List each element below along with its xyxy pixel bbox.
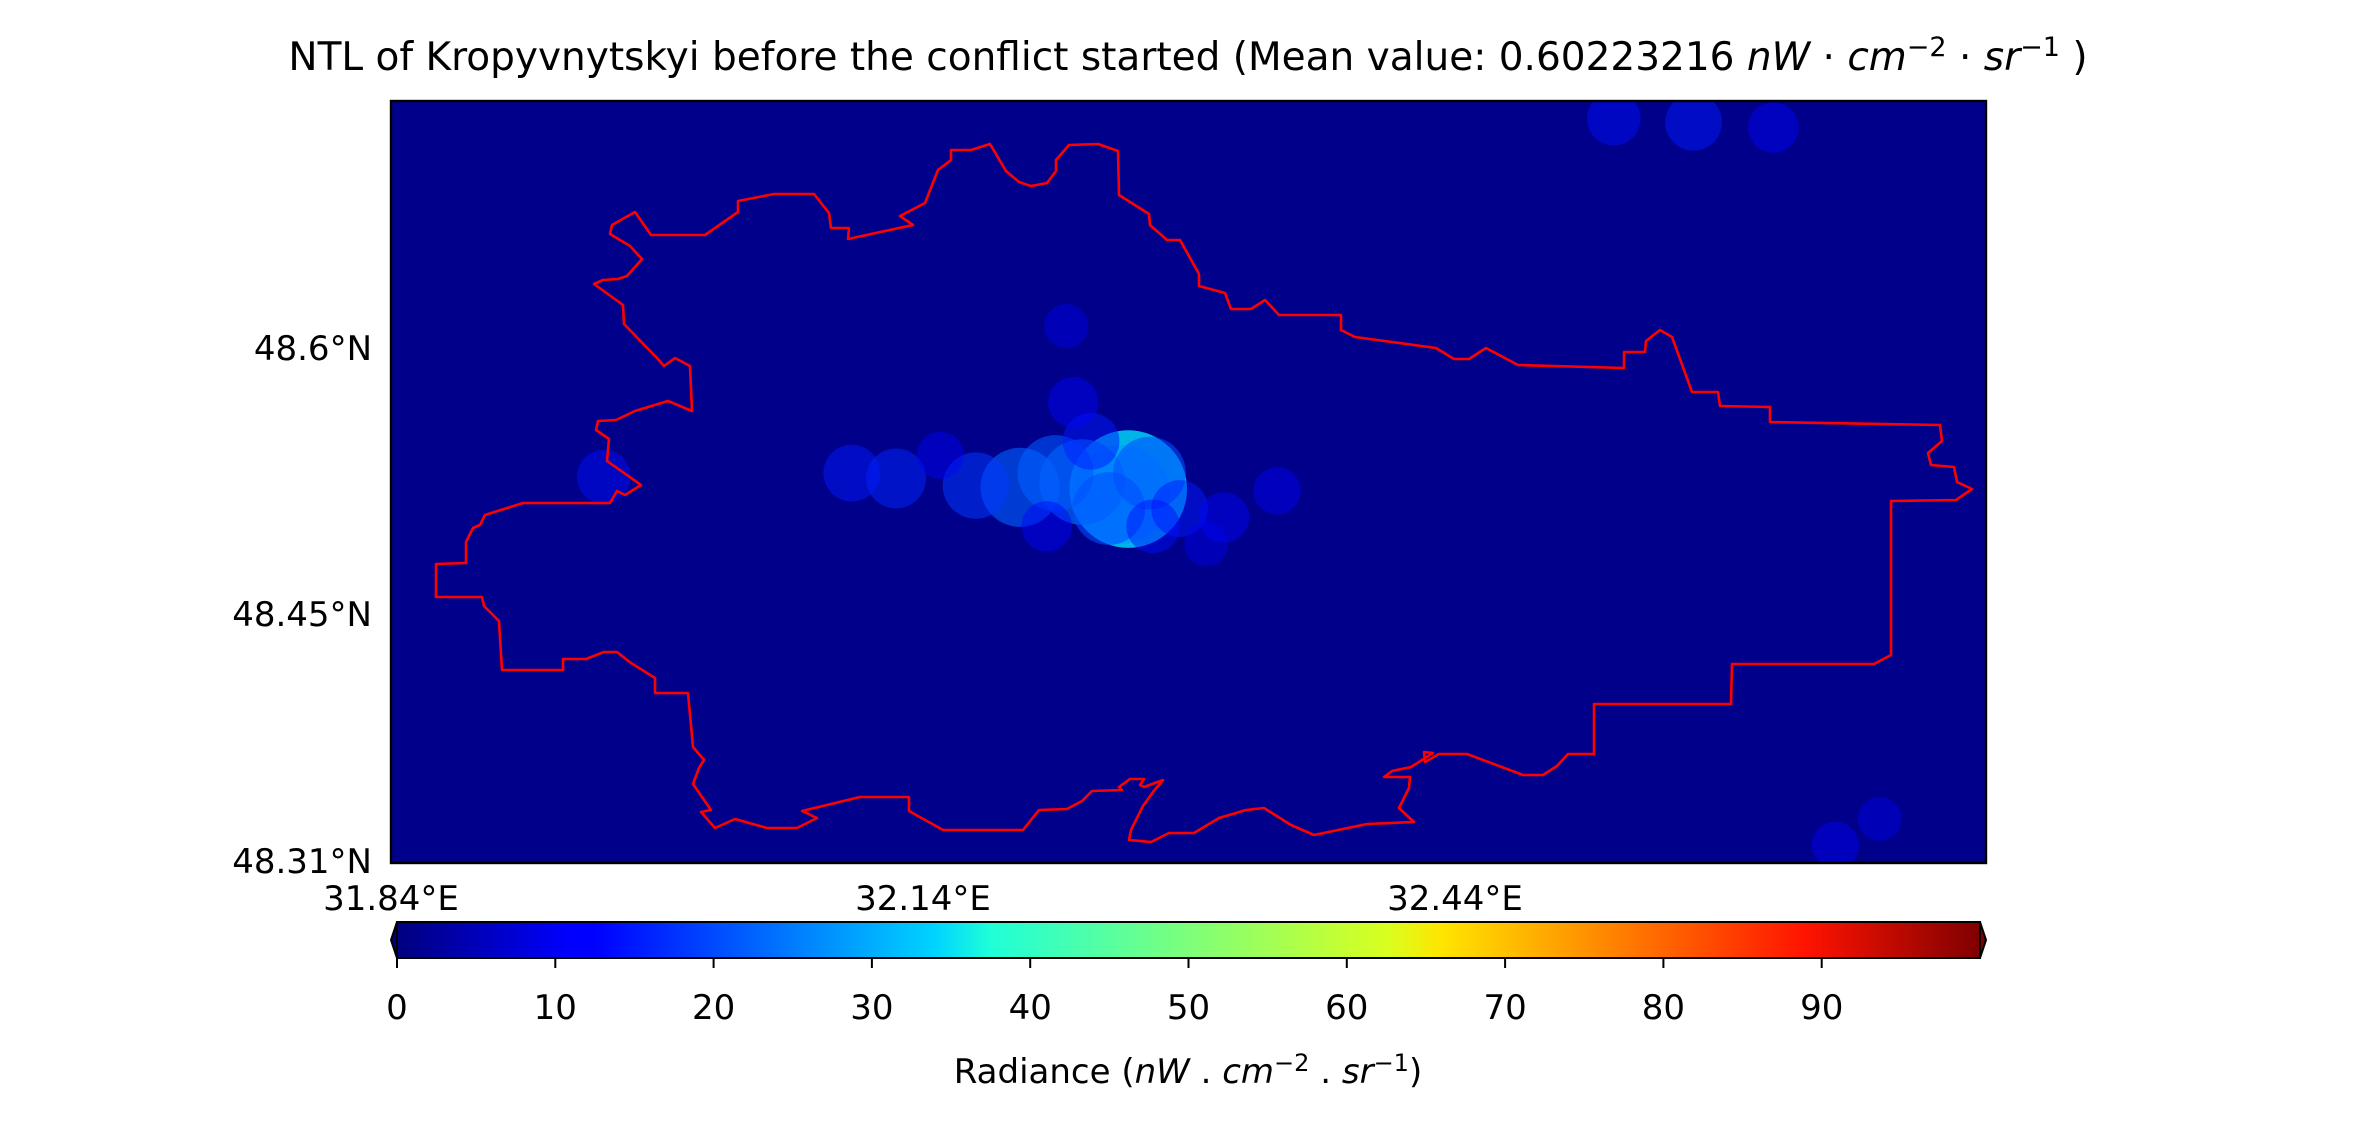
colorbar-label-suffix: ): [1409, 1052, 1422, 1092]
lat-label-48-31: 48.31°N: [232, 842, 372, 882]
title-dot-1: ·: [1810, 35, 1847, 80]
colorbar-tick-label: 40: [1009, 988, 1052, 1028]
lon-label-32-14: 32.14°E: [855, 879, 991, 919]
radiance-light-spot: [1198, 492, 1250, 543]
title-cm-exponent: −2: [1907, 32, 1947, 63]
colorbar-label-unit-sr: sr: [1342, 1052, 1376, 1092]
colorbar-label-sr-exponent: −1: [1374, 1049, 1409, 1077]
lat-label-48-45: 48.45°N: [232, 595, 372, 635]
colorbar-tick: 0: [386, 958, 408, 1028]
colorbar-tick: 40: [1009, 958, 1052, 1028]
colorbar-label-unit-cm: cm: [1222, 1052, 1274, 1092]
radiance-light-spot: [1126, 499, 1180, 554]
colorbar-label-cm-exponent: −2: [1274, 1049, 1309, 1077]
radiance-light-spot: [823, 444, 881, 502]
colorbar-label-unit-nw: nW: [1135, 1052, 1192, 1092]
title-prefix: NTL of Kropyvnytskyi before the conflict…: [288, 35, 1746, 80]
colorbar-gradient: [396, 921, 1981, 959]
radiance-light-spot: [866, 448, 927, 509]
colorbar-tick-label: 0: [386, 988, 408, 1028]
lat-label-48-6: 48.6°N: [254, 329, 372, 369]
radiance-light-spot: [1665, 101, 1722, 151]
radiance-light-spot: [1184, 522, 1229, 567]
radiance-light-spot: [1044, 304, 1089, 349]
colorbar-extend-high: [1979, 921, 1988, 959]
radiance-light-spot: [576, 449, 631, 504]
lon-label-32-44: 32.44°E: [1387, 879, 1523, 919]
colorbar-label-sep-1: .: [1190, 1052, 1222, 1092]
title-dot-2: ·: [1947, 35, 1984, 80]
radiance-light-spot: [1062, 412, 1120, 470]
colorbar-tick-label: 90: [1800, 988, 1843, 1028]
map-axes-frame: [389, 99, 1988, 865]
colorbar-tick-label: 50: [1167, 988, 1210, 1028]
radiance-light-spot: [1048, 377, 1099, 428]
colorbar-label: Radiance (nW . cm−2 . sr−1): [954, 1049, 1422, 1092]
colorbar-tick-label: 70: [1483, 988, 1526, 1028]
longitude-labels: 31.84°E 32.14°E 32.44°E: [323, 879, 1523, 919]
radiance-light-spot: [1253, 467, 1301, 515]
colorbar-tick-label: 60: [1325, 988, 1368, 1028]
colorbar-tick: 80: [1642, 958, 1685, 1028]
map-title: NTL of Kropyvnytskyi before the conflict…: [288, 32, 2087, 80]
colorbar-tick: 20: [692, 958, 735, 1028]
colorbar: 0 10 20 30 40 50 60 70 80 90 Radiance (n…: [386, 921, 1988, 1092]
map-panel: [389, 99, 1988, 865]
radiance-light-spot: [1587, 101, 1641, 146]
title-sr-exponent: −1: [2020, 32, 2060, 63]
title-suffix: ): [2060, 35, 2088, 80]
title-unit-nw: nW: [1747, 35, 1812, 80]
lon-label-31-84: 31.84°E: [323, 879, 459, 919]
colorbar-tick-label: 30: [850, 988, 893, 1028]
colorbar-tick: 50: [1167, 958, 1210, 1028]
colorbar-tick-label: 10: [534, 988, 577, 1028]
radiance-light-spot: [1151, 480, 1209, 537]
colorbar-tick: 10: [534, 958, 577, 1028]
colorbar-tick-label: 80: [1642, 988, 1685, 1028]
radiance-light-spot: [916, 431, 964, 480]
radiance-lights-layer: [576, 101, 1902, 863]
radiance-light-spot: [1021, 501, 1072, 552]
radiance-light-spot: [1811, 821, 1859, 863]
colorbar-tick: 30: [850, 958, 894, 1028]
title-unit-sr: sr: [1984, 35, 2023, 80]
title-unit-cm: cm: [1847, 35, 1906, 80]
radiance-light-spot: [1857, 796, 1902, 841]
radiance-light-spot: [942, 452, 1010, 519]
colorbar-label-prefix: Radiance (: [954, 1052, 1135, 1092]
colorbar-label-sep-2: .: [1309, 1052, 1341, 1092]
colorbar-tick: 60: [1325, 958, 1368, 1028]
latitude-labels: 48.6°N 48.45°N 48.31°N: [232, 329, 372, 882]
colorbar-ticks: 0 10 20 30 40 50 60 70 80 90: [386, 958, 1843, 1028]
radiance-light-spot: [1748, 102, 1799, 153]
colorbar-tick: 90: [1800, 958, 1843, 1028]
colorbar-tick: 70: [1483, 958, 1527, 1028]
city-boundary-outline: [434, 142, 1974, 844]
colorbar-tick-label: 20: [692, 988, 735, 1028]
